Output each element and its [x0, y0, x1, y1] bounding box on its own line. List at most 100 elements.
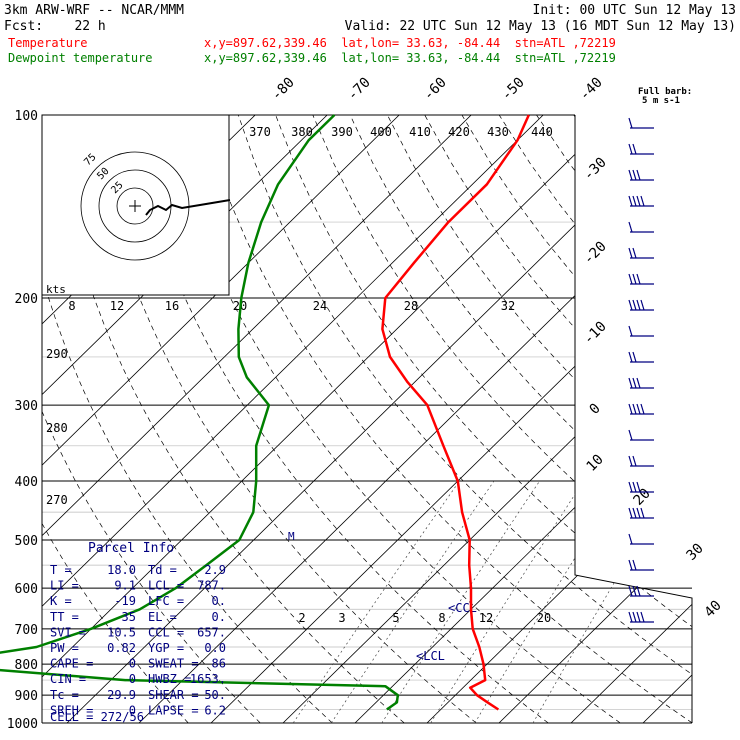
parcel-info-cell: CELL = 272/56	[50, 710, 144, 724]
dry-adiabat-line	[126, 115, 549, 723]
parcel-label-lfc: LFC =	[148, 594, 184, 608]
header-forecast-hour: Fcst: 22 h	[4, 19, 106, 34]
wind-speed-scale-label: 28	[404, 299, 418, 313]
pressure-tick-label: 700	[15, 623, 38, 638]
mixing-ratio-layer	[292, 480, 676, 723]
wind-barb-flag	[628, 169, 633, 181]
temperature-line	[381, 114, 530, 711]
pressure-tick-label: 200	[15, 292, 38, 307]
wind-barb-flag	[632, 351, 637, 363]
mixing-ratio-label: 12	[479, 611, 493, 625]
wind-barb-flag	[636, 481, 641, 493]
parcel-label-el: EL =	[148, 610, 177, 624]
parcel-label-ygp: YGP =	[148, 641, 184, 655]
parcel-value-ygp: 0.0	[204, 641, 226, 655]
parcel-value-tt: 35	[122, 610, 136, 624]
legend-temperature-name: Temperature	[8, 36, 87, 50]
sounding-series-layer	[0, 114, 530, 711]
theta-side-label: 290	[46, 347, 68, 361]
hodograph-ring	[116, 187, 154, 225]
wind-barb-flag	[632, 507, 637, 519]
isotherm-line	[42, 115, 472, 723]
isotherm-line	[282, 115, 692, 723]
pressure-tick-label: 800	[15, 658, 38, 673]
parcel-label-tc: Tc =	[50, 688, 79, 702]
wind-barb-flag	[628, 143, 633, 155]
dry-adiabat-line	[163, 115, 621, 723]
wind-barb-flag	[640, 403, 645, 415]
wind-barb-flag	[632, 403, 637, 415]
parcel-info-title: Parcel Info	[88, 541, 174, 556]
isotherm-line	[570, 115, 692, 723]
mixing-ratio-line	[381, 480, 540, 723]
wind-barb-flag	[628, 195, 633, 207]
parcel-value-cape: 0	[129, 657, 136, 671]
dry-adiabat-line	[42, 115, 333, 723]
wind-speed-scale-label: 32	[501, 299, 515, 313]
mixing-ratio-label: 5	[392, 611, 399, 625]
parcel-value-lcl: 787.	[197, 579, 226, 593]
wind-barb-flag	[632, 559, 637, 571]
wind-speed-scale-label: 12	[110, 299, 124, 313]
dry-adiabat-line	[424, 115, 692, 723]
pressure-tick-label: 600	[15, 582, 38, 597]
parcel-label-li: LI =	[50, 579, 79, 593]
pressure-tick-label: 100	[15, 109, 38, 124]
dry-adiabat-line	[51, 115, 405, 723]
parcel-value-lfc: 0.	[212, 594, 226, 608]
isotherm-line	[42, 115, 616, 723]
dry-adiabat-line	[275, 115, 692, 723]
parcel-value-lapse: 6.2	[204, 703, 226, 717]
parcel-label-t: T =	[50, 563, 72, 577]
wind-barb-flag	[640, 299, 645, 311]
parcel-value-sreh: 0	[129, 703, 136, 717]
wind-barb-flag	[628, 221, 633, 233]
parcel-label-cape: CAPE =	[50, 657, 93, 671]
wind-barb-flag	[628, 585, 633, 597]
wind-barb-flag	[632, 143, 637, 155]
dry-adiabat-line	[237, 115, 692, 723]
isotherm-line	[210, 115, 692, 723]
wind-barb-flag	[636, 585, 641, 597]
header-valid-time: Valid: 22 UTC Sun 12 May 13 (16 MDT Sun …	[345, 19, 736, 34]
barb-legend-line2: 5 m s-1	[642, 96, 680, 106]
isotherm-label: -50	[499, 75, 528, 104]
parcel-label-pw: PW =	[50, 641, 79, 655]
wind-barb-flag	[632, 611, 637, 623]
theta-label: 390	[331, 125, 353, 139]
isotherm-line	[715, 115, 740, 723]
wind-barb-flag	[636, 403, 641, 415]
parcel-value-pw: 0.82	[107, 641, 136, 655]
wind-barb-flag	[628, 247, 633, 259]
dry-adiabat-line	[387, 115, 692, 723]
dry-adiabat-line	[573, 115, 692, 723]
isotherm-line	[42, 115, 544, 723]
parcel-label-cin: CIN =	[50, 672, 86, 686]
dry-adiabat-line	[88, 115, 477, 723]
parcel-label-sweat: SWEAT =	[148, 657, 199, 671]
theta-side-label: 280	[46, 421, 68, 435]
mixing-ratio-line	[474, 480, 624, 723]
theta-label: 370	[249, 125, 271, 139]
isotherm-label: -70	[345, 75, 374, 104]
wind-barb-flag	[636, 377, 641, 389]
dry-adiabat-line	[498, 115, 692, 723]
parcel-value-sweat: 86	[212, 657, 226, 671]
isotherm-line	[42, 115, 400, 723]
wind-barb-flag	[628, 533, 633, 545]
parcel-label-ccl: CCL =	[148, 625, 184, 639]
parcel-value-cin: 0	[129, 672, 136, 686]
wind-speed-scale-label: 8	[68, 299, 75, 313]
isotherm-label: -30	[581, 155, 610, 184]
dry-adiabat-line	[200, 115, 692, 723]
isotherm-label: 10	[584, 452, 607, 475]
isotherm-label: -10	[581, 319, 610, 348]
mixing-ratio-label: 20	[537, 611, 551, 625]
hodograph-trace	[145, 199, 231, 216]
parcel-label-sreh: SREH =	[50, 703, 93, 717]
theta-label: 440	[531, 125, 553, 139]
theta-label: 420	[448, 125, 470, 139]
theta-label: 430	[487, 125, 509, 139]
wind-barb-flag	[632, 585, 637, 597]
